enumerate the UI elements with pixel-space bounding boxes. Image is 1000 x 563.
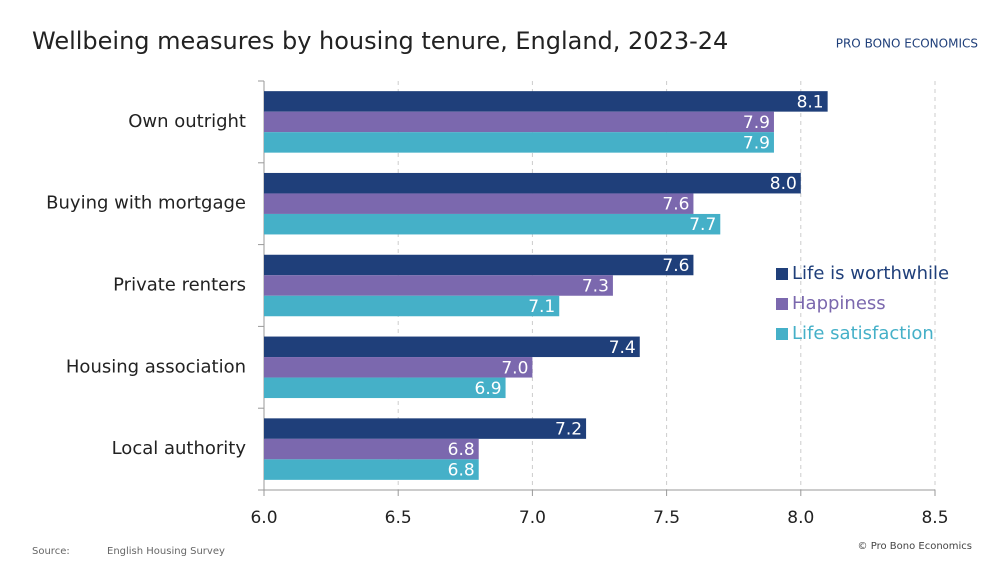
bar: [264, 91, 828, 112]
value-label: 8.1: [797, 92, 824, 112]
value-label: 7.0: [501, 358, 528, 378]
value-label: 6.8: [448, 440, 475, 460]
value-label: 7.7: [689, 215, 716, 235]
legend-swatch: [776, 298, 788, 310]
value-label: 7.9: [743, 133, 770, 153]
y-tick-label: Housing association: [66, 356, 246, 377]
value-label: 7.9: [743, 113, 770, 133]
value-label: 7.3: [582, 277, 609, 297]
x-tick-label: 6.0: [250, 508, 277, 528]
bar: [264, 213, 721, 235]
value-label: 6.9: [475, 379, 502, 399]
logo: PRO BONO ECONOMICS: [836, 37, 978, 51]
chart-title: Wellbeing measures by housing tenure, En…: [32, 27, 728, 55]
legend-label: Life is worthwhile: [792, 263, 949, 284]
x-tick-label: 8.5: [921, 508, 948, 528]
value-label: 7.1: [528, 297, 555, 317]
legend-label: Happiness: [792, 293, 886, 314]
value-label: 8.0: [770, 174, 797, 194]
y-tick-label: Buying with mortgage: [46, 193, 246, 214]
bar: [264, 336, 640, 358]
bar: [264, 172, 801, 194]
x-tick-label: 7.0: [519, 508, 546, 528]
bar: [264, 459, 479, 480]
x-tick-label: 6.5: [385, 508, 412, 528]
copyright: © Pro Bono Economics: [858, 541, 972, 552]
source: English Housing Survey: [107, 546, 225, 557]
legend-label: Life satisfaction: [792, 323, 934, 344]
value-label: 6.8: [448, 461, 475, 481]
bar: [264, 193, 694, 214]
x-tick-label: 7.5: [653, 508, 680, 528]
bar: [264, 418, 587, 439]
value-label: 7.6: [662, 256, 689, 276]
value-label: 7.4: [609, 338, 636, 358]
bar: [264, 111, 774, 133]
bar: [264, 132, 774, 153]
legend-swatch: [776, 268, 788, 280]
bar: [264, 357, 533, 378]
y-tick-label: Local authority: [112, 438, 247, 459]
legend-swatch: [776, 328, 788, 340]
bar: [264, 295, 560, 317]
bar: [264, 254, 694, 276]
bar: [264, 377, 506, 399]
bar: [264, 438, 479, 460]
bar: [264, 275, 613, 296]
y-tick-label: Own outright: [128, 111, 246, 132]
source-label: Source:: [32, 546, 70, 557]
y-tick-label: Private renters: [113, 275, 246, 296]
value-label: 7.6: [662, 195, 689, 215]
value-label: 7.2: [555, 420, 582, 440]
x-tick-label: 8.0: [787, 508, 814, 528]
